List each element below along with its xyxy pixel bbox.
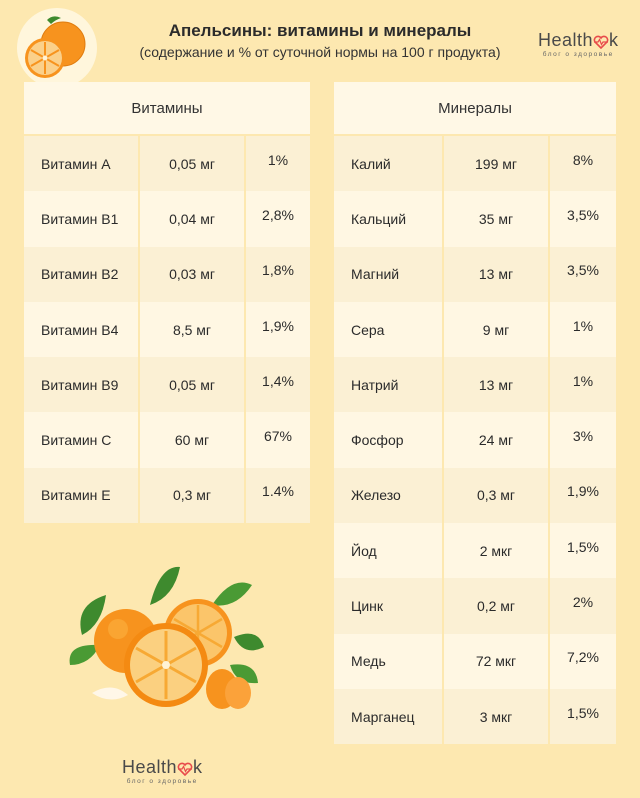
nutrient-name: Цинк bbox=[334, 578, 444, 634]
table-row: Витамин E 0,3 мг 1.4% bbox=[24, 467, 310, 524]
table-row: Йод 2 мкг 1,5% bbox=[334, 523, 616, 579]
nutrient-percent: 1,5% bbox=[567, 538, 599, 555]
oranges-illustration bbox=[69, 566, 264, 709]
nutrient-amount: 0,3 мг bbox=[444, 467, 550, 524]
table-row: Фосфор 24 мг 3% bbox=[334, 412, 616, 468]
mandarin-segments bbox=[206, 669, 251, 709]
page-subtitle: (содержание и % от суточной нормы на 100… bbox=[139, 44, 501, 60]
table-row: Калий 199 мг 8% bbox=[334, 136, 616, 192]
table-row: Витамин B2 0,03 мг 1,8% bbox=[24, 246, 310, 302]
table-row: Витамин B4 8,5 мг 1,9% bbox=[24, 301, 310, 358]
nutrient-name: Витамин B2 bbox=[24, 246, 140, 302]
nutrient-amount: 60 мг bbox=[140, 412, 246, 468]
minerals-rows: Калий 199 мг 8% Кальций 35 мг 3,5% Магний 13 мг… bbox=[334, 136, 616, 745]
table-row: Медь 72 мкг 7,2% bbox=[334, 633, 616, 689]
nutrient-percent: 8% bbox=[572, 151, 594, 168]
nutrient-name: Витамин C bbox=[24, 412, 140, 468]
nutrient-amount: 13 мг bbox=[444, 246, 550, 302]
nutrient-amount: 0,05 мг bbox=[140, 357, 246, 413]
nutrient-name: Сера bbox=[334, 301, 444, 358]
table-row: Витамин А 0,05 мг 1% bbox=[24, 136, 310, 192]
nutrient-name: Медь bbox=[334, 633, 444, 689]
nutrient-name: Железо bbox=[334, 467, 444, 524]
nutrient-percent: 1,8% bbox=[262, 262, 294, 279]
orange-logo bbox=[17, 8, 97, 88]
nutrient-percent: 1% bbox=[572, 372, 594, 389]
nutrient-percent: 2,8% bbox=[262, 206, 294, 223]
table-row: Сера 9 мг 1% bbox=[334, 301, 616, 358]
brand-word: Health bbox=[538, 30, 594, 50]
nutrient-name: Витамин B4 bbox=[24, 301, 140, 358]
brand-word-suffix: k bbox=[193, 757, 203, 777]
nutrient-amount: 35 мг bbox=[444, 191, 550, 247]
nutrient-amount: 13 мг bbox=[444, 357, 550, 413]
nutrient-amount: 3 мкг bbox=[444, 688, 550, 745]
minerals-table: Минералы Калий 199 мг 8% Кальций 35 мг 3,5% Ма… bbox=[334, 82, 616, 745]
table-row: Магний 13 мг 3,5% bbox=[334, 246, 616, 302]
minerals-header: Минералы bbox=[334, 82, 616, 134]
nutrient-percent: 2% bbox=[572, 594, 594, 611]
nutrient-percent: 1,9% bbox=[262, 317, 294, 334]
table-row: Кальций 35 мг 3,5% bbox=[334, 191, 616, 247]
nutrient-amount: 9 мг bbox=[444, 301, 550, 358]
nutrient-percent: 1% bbox=[267, 151, 289, 168]
nutrient-name: Витамин B9 bbox=[24, 357, 140, 413]
brand-tagline: блог о здоровье bbox=[126, 778, 198, 785]
nutrient-percent: 67% bbox=[263, 428, 293, 445]
nutrient-name: Натрий bbox=[334, 357, 444, 413]
table-row: Марганец 3 мкг 1,5% bbox=[334, 688, 616, 745]
leaf-icon bbox=[69, 566, 264, 684]
nutrient-name: Витамин B1 bbox=[24, 191, 140, 247]
orange-half-front bbox=[124, 623, 208, 707]
vitamins-table: Витамины Витамин А 0,05 мг 1% Витамин B1 0,0… bbox=[24, 82, 310, 524]
nutrient-name: Калий bbox=[334, 136, 444, 192]
nutrient-percent: 7,2% bbox=[567, 649, 599, 666]
table-row: Цинк 0,2 мг 2% bbox=[334, 578, 616, 634]
nutrient-percent: 1,5% bbox=[567, 704, 599, 721]
nutrient-name: Магний bbox=[334, 246, 444, 302]
heart-pulse-icon bbox=[177, 762, 193, 776]
brand-logo-bottom[interactable]: Health k блог о здоровье bbox=[122, 757, 203, 785]
table-row: Витамин B9 0,05 мг 1,4% bbox=[24, 357, 310, 413]
brand-logo-top[interactable]: Health k блог о здоровье bbox=[538, 30, 619, 58]
nutrient-amount: 0,03 мг bbox=[140, 246, 246, 302]
nutrient-name: Кальций bbox=[334, 191, 444, 247]
nutrient-percent: 1,4% bbox=[262, 372, 294, 389]
table-row: Железо 0,3 мг 1,9% bbox=[334, 467, 616, 524]
table-row: Натрий 13 мг 1% bbox=[334, 357, 616, 413]
nutrient-name: Фосфор bbox=[334, 412, 444, 468]
brand-word-suffix: k bbox=[609, 30, 619, 50]
nutrient-percent: 1.4% bbox=[262, 483, 294, 500]
nutrient-percent: 3% bbox=[572, 428, 594, 445]
vitamins-header: Витамины bbox=[24, 82, 310, 134]
brand-word: Health bbox=[122, 757, 178, 777]
nutrient-amount: 2 мкг bbox=[444, 523, 550, 579]
table-row: Витамин C 60 мг 67% bbox=[24, 412, 310, 468]
nutrient-name: Йод bbox=[334, 523, 444, 579]
nutrient-amount: 199 мг bbox=[444, 136, 550, 192]
nutrient-amount: 24 мг bbox=[444, 412, 550, 468]
nutrient-amount: 0,2 мг bbox=[444, 578, 550, 634]
vitamins-rows: Витамин А 0,05 мг 1% Витамин B1 0,04 мг 2,8% В… bbox=[24, 136, 310, 524]
nutrient-amount: 8,5 мг bbox=[140, 301, 246, 358]
orange-icon bbox=[25, 16, 86, 78]
nutrient-percent: 3,5% bbox=[567, 262, 599, 279]
heart-pulse-icon bbox=[593, 35, 609, 49]
page-title: Апельсины: витамины и минералы bbox=[168, 21, 472, 40]
table-row: Витамин B1 0,04 мг 2,8% bbox=[24, 191, 310, 247]
nutrient-amount: 0,3 мг bbox=[140, 467, 246, 524]
nutrient-percent: 1% bbox=[572, 317, 594, 334]
nutrient-amount: 0,04 мг bbox=[140, 191, 246, 247]
peel bbox=[92, 687, 128, 700]
nutrient-name: Витамин А bbox=[24, 136, 140, 192]
nutrient-percent: 1,9% bbox=[567, 483, 599, 500]
nutrient-name: Витамин E bbox=[24, 467, 140, 524]
nutrient-name: Марганец bbox=[334, 688, 444, 745]
nutrient-amount: 72 мкг bbox=[444, 633, 550, 689]
brand-tagline: блог о здоровье bbox=[542, 51, 614, 58]
nutrient-amount: 0,05 мг bbox=[140, 136, 246, 192]
nutrient-percent: 3,5% bbox=[567, 206, 599, 223]
